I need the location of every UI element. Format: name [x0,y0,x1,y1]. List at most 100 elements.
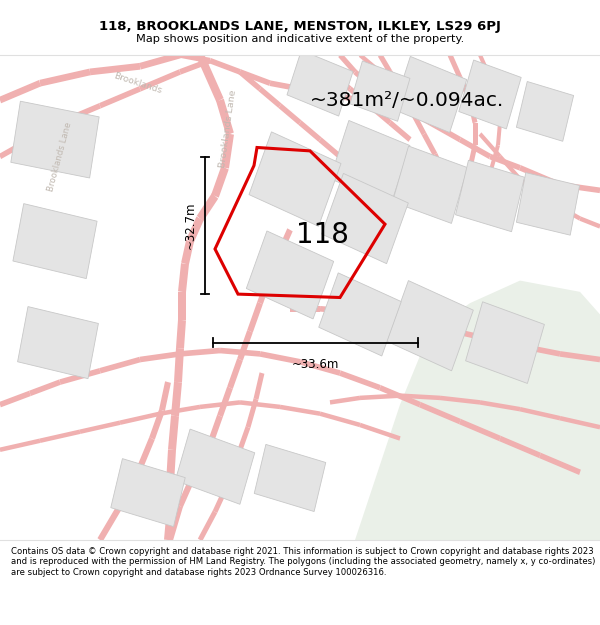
Polygon shape [254,444,326,511]
Polygon shape [179,58,211,74]
Polygon shape [260,351,301,364]
Polygon shape [488,144,500,174]
Polygon shape [139,52,181,69]
Polygon shape [329,92,361,103]
Polygon shape [280,404,320,416]
Polygon shape [180,348,220,357]
Polygon shape [353,189,362,208]
Polygon shape [320,411,361,427]
Polygon shape [118,471,140,508]
Polygon shape [519,165,561,188]
Polygon shape [349,87,371,108]
Polygon shape [207,414,223,446]
Polygon shape [338,154,357,176]
Polygon shape [479,132,502,158]
Polygon shape [247,302,263,332]
Polygon shape [519,177,541,198]
Polygon shape [168,416,179,450]
Polygon shape [140,351,181,362]
Polygon shape [488,77,500,101]
Polygon shape [59,368,101,385]
Polygon shape [539,452,581,475]
Polygon shape [216,99,234,136]
Polygon shape [322,173,409,264]
Polygon shape [181,240,194,265]
Polygon shape [368,104,392,125]
Polygon shape [198,511,217,541]
Polygon shape [80,421,121,434]
Polygon shape [440,396,480,404]
Polygon shape [11,101,99,178]
Polygon shape [388,71,402,92]
Polygon shape [560,182,600,193]
Text: ~32.7m: ~32.7m [184,202,197,249]
Polygon shape [209,58,241,74]
Polygon shape [517,173,580,235]
Polygon shape [479,334,520,349]
Polygon shape [353,173,362,191]
Polygon shape [539,194,561,209]
Polygon shape [174,348,184,382]
Polygon shape [135,437,155,474]
Polygon shape [187,216,203,243]
Polygon shape [278,104,302,125]
Polygon shape [100,357,140,374]
Polygon shape [59,103,101,126]
Polygon shape [249,132,341,226]
Polygon shape [319,273,401,356]
Polygon shape [398,89,414,113]
Polygon shape [13,204,97,279]
Polygon shape [392,146,467,223]
Polygon shape [350,61,410,121]
Polygon shape [478,54,492,79]
Polygon shape [459,60,521,129]
Polygon shape [393,56,467,132]
Polygon shape [339,371,381,391]
Polygon shape [330,396,360,404]
Polygon shape [400,316,440,331]
Polygon shape [29,379,61,396]
Text: ~33.6m: ~33.6m [292,358,339,371]
Polygon shape [473,122,478,145]
Polygon shape [459,137,491,159]
Polygon shape [360,393,400,400]
Polygon shape [359,53,381,74]
Polygon shape [458,76,472,101]
Text: Contains OS data © Crown copyright and database right 2021. This information is : Contains OS data © Crown copyright and d… [11,547,595,577]
Text: 118: 118 [296,221,349,249]
Text: 118, BROOKLANDS LANE, MENSTON, ILKLEY, LS29 6PJ: 118, BROOKLANDS LANE, MENSTON, ILKLEY, L… [99,20,501,33]
Polygon shape [374,86,401,108]
Polygon shape [560,351,600,362]
Polygon shape [166,449,176,484]
Polygon shape [269,81,301,92]
Polygon shape [496,100,502,123]
Polygon shape [290,306,320,312]
Polygon shape [448,54,462,79]
Polygon shape [455,160,524,232]
Polygon shape [338,53,357,74]
Polygon shape [399,87,421,108]
Text: ~381m²/~0.094ac.: ~381m²/~0.094ac. [310,91,504,109]
Polygon shape [29,120,61,142]
Polygon shape [319,64,352,91]
Text: Brooklands Lane: Brooklands Lane [46,121,74,192]
Polygon shape [489,154,521,171]
Polygon shape [400,393,440,400]
Polygon shape [197,193,218,221]
Polygon shape [221,133,234,169]
Polygon shape [245,398,259,428]
Polygon shape [359,422,401,441]
Polygon shape [240,400,280,409]
Polygon shape [111,459,185,527]
Polygon shape [239,69,271,86]
Polygon shape [378,53,392,74]
Polygon shape [227,358,243,389]
Polygon shape [0,80,41,103]
Polygon shape [410,110,426,136]
Polygon shape [239,69,262,91]
Polygon shape [520,407,560,421]
Polygon shape [277,228,293,254]
Polygon shape [386,281,473,371]
Polygon shape [0,391,31,408]
Text: Brooklands: Brooklands [113,71,163,95]
